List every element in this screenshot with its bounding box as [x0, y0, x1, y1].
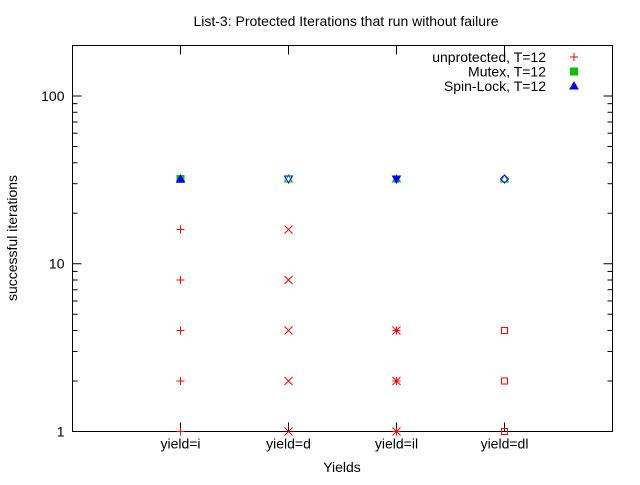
y-tick-label: 100 — [41, 88, 65, 104]
data-point — [283, 175, 294, 185]
x-tick-label: yield=d — [266, 436, 311, 452]
legend-marker — [570, 67, 578, 76]
data-point — [176, 225, 185, 234]
legend-marker — [570, 53, 578, 61]
data-point — [392, 376, 401, 386]
y-axis-label: successful iterations — [4, 175, 20, 301]
data-point — [284, 376, 293, 386]
data-point — [501, 377, 508, 385]
y-tick-label: 1 — [57, 424, 65, 440]
data-point — [391, 175, 402, 185]
x-tick-label: yield=i — [160, 436, 200, 452]
data-point — [392, 326, 401, 335]
chart-title: List-3: Protected Iterations that run wi… — [193, 13, 498, 29]
data-point — [176, 276, 185, 285]
x-axis-label: Yields — [323, 459, 361, 475]
plot-frame — [72, 45, 613, 432]
x-tick-label: yield=il — [375, 436, 418, 452]
legend-label: Mutex, T=12 — [468, 64, 546, 80]
legend-label: unprotected, T=12 — [432, 49, 546, 65]
data-point — [284, 326, 293, 335]
data-point — [499, 174, 510, 183]
x-tick-label: yield=dl — [481, 436, 529, 452]
data-point — [284, 225, 293, 234]
y-tick-label: 10 — [49, 256, 65, 272]
legend-marker — [569, 80, 579, 90]
legend-label: Spin-Lock, T=12 — [444, 78, 546, 94]
data-point — [499, 174, 510, 184]
data-point — [392, 427, 401, 436]
data-point — [176, 377, 185, 386]
data-point — [501, 327, 508, 335]
data-point — [284, 427, 293, 436]
data-point — [175, 174, 186, 183]
data-point — [284, 275, 293, 285]
data-point — [176, 326, 185, 335]
data-point — [176, 427, 185, 436]
data-point — [501, 428, 508, 435]
